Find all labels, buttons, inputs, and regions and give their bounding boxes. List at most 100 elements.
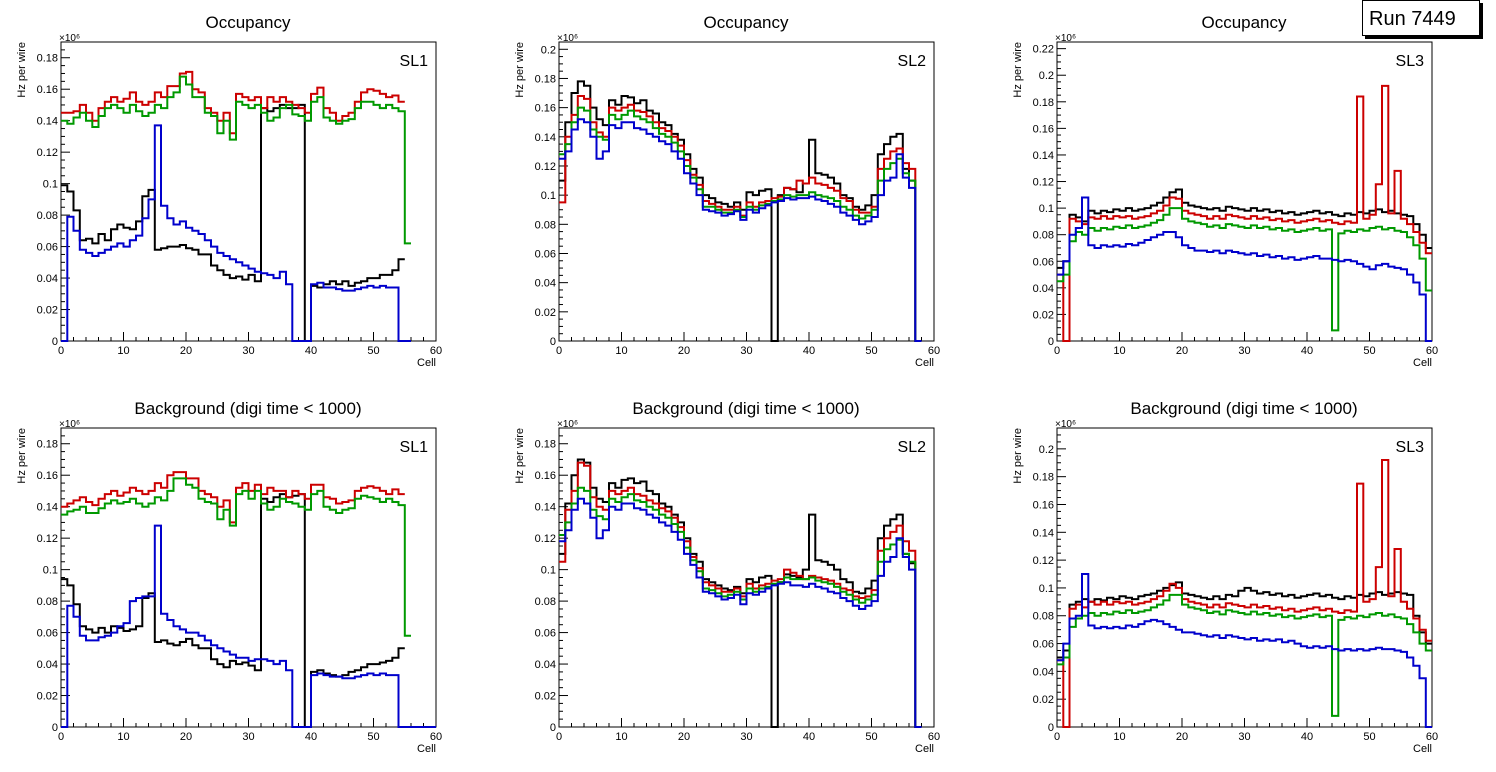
chart-panel-5: Background (digi time < 1000) 0 10 20 30 40 50… (514, 399, 940, 755)
x-tick-label: 0 (58, 345, 64, 357)
superlayer-label: SL1 (400, 439, 429, 456)
x-tick-label: 60 (1426, 345, 1438, 357)
superlayer-label: SL1 (400, 53, 429, 70)
plot-frame (60, 41, 437, 342)
chart-title: Background (digi time < 1000) (1130, 399, 1357, 418)
y-tick-label: 0 (52, 336, 58, 348)
chart-title: Background (digi time < 1000) (134, 399, 361, 418)
y-tick-label: 0.06 (535, 248, 556, 260)
y-axis-label: Hz per wire (1012, 42, 1024, 98)
y-tick-label: 0.06 (535, 628, 556, 640)
y-tick-label: 0.14 (37, 116, 58, 128)
y-tick-label: 0.08 (535, 219, 556, 231)
x-tick-label: 10 (1113, 731, 1125, 743)
x-axis-label: Cell (417, 743, 436, 755)
y-tick-label: 0.02 (1033, 694, 1054, 706)
y-tick-label: 0 (1048, 722, 1054, 734)
x-tick-label: 60 (1426, 731, 1438, 743)
x-tick-label: 10 (615, 345, 627, 357)
x-tick-label: 30 (242, 731, 254, 743)
series-black (1057, 188, 1432, 269)
x-tick-label: 20 (180, 345, 192, 357)
x-tick-label: 30 (740, 345, 752, 357)
x-tick-label: 30 (740, 731, 752, 743)
series-red (1057, 84, 1432, 342)
series-green (559, 106, 922, 342)
y-tick-label: 0.2 (541, 44, 556, 56)
x-tick-label: 0 (556, 345, 562, 357)
superlayer-label: SL3 (1396, 53, 1425, 70)
y-tick-label: 0.2 (1039, 444, 1054, 456)
x-tick-label: 10 (615, 731, 627, 743)
x-tick-label: 60 (430, 731, 442, 743)
x-tick-label: 20 (678, 731, 690, 743)
y-tick-label: 0.02 (37, 691, 58, 703)
y-tick-label: 0.1 (541, 565, 556, 577)
series-blue (559, 497, 922, 728)
y-axis-label: Hz per wire (1012, 428, 1024, 484)
chart-panel-6: Background (digi time < 1000) 0 10 20 30 40 50… (1012, 399, 1438, 755)
y-tick-label: 0.04 (1033, 666, 1054, 678)
x-tick-label: 50 (865, 731, 877, 743)
y-tick-label: 0.04 (37, 659, 58, 671)
chart-title: Background (digi time < 1000) (632, 399, 859, 418)
y-tick-label: 0.14 (535, 132, 556, 144)
x-tick-label: 50 (1363, 345, 1375, 357)
y-tick-label: 0.18 (1033, 97, 1054, 109)
series-red (61, 471, 405, 524)
x-tick-label: 40 (305, 345, 317, 357)
x-tick-label: 20 (180, 731, 192, 743)
x-tick-label: 40 (1301, 731, 1313, 743)
series-blue (61, 124, 411, 342)
series-black (61, 493, 405, 728)
series-green (61, 477, 411, 637)
y-tick-label: 0.06 (37, 242, 58, 254)
y-tick-label: 0.04 (535, 659, 556, 671)
series-green (61, 75, 411, 245)
y-tick-label: 0.2 (1039, 70, 1054, 82)
x-axis-label: Cell (915, 743, 934, 755)
run-label: Run 7449 (1362, 0, 1480, 36)
superlayer-label: SL2 (898, 439, 927, 456)
y-tick-label: 0 (52, 722, 58, 734)
series-blue (1057, 196, 1432, 342)
y-tick-label: 0.14 (1033, 150, 1054, 162)
y-tick-label: 0.08 (1033, 611, 1054, 623)
y-tick-label: 0.16 (535, 470, 556, 482)
x-tick-label: 40 (803, 345, 815, 357)
chart-panel-4: Background (digi time < 1000) 0 10 20 30 40 50… (16, 399, 442, 755)
x-axis-label: Cell (1413, 357, 1432, 369)
superlayer-label: SL3 (1396, 439, 1425, 456)
y-tick-label: 0.14 (37, 502, 58, 514)
series-black (1057, 581, 1432, 659)
y-tick-label: 0.12 (1033, 177, 1054, 189)
y-tick-label: 0.12 (37, 533, 58, 545)
y-tick-label: 0.04 (1033, 283, 1054, 295)
x-tick-label: 0 (58, 731, 64, 743)
y-tick-label: 0.12 (37, 147, 58, 159)
x-tick-label: 30 (1238, 345, 1250, 357)
y-tick-label: 0.02 (1033, 309, 1054, 321)
series-red (1057, 459, 1432, 728)
x-axis-label: Cell (417, 357, 436, 369)
superlayer-label: SL2 (898, 53, 927, 70)
series-black (61, 103, 405, 342)
chart-title: Occupancy (205, 13, 291, 32)
y-exponent: ×10⁶ (59, 419, 80, 430)
series-green (1057, 207, 1432, 332)
y-exponent: ×10⁶ (59, 33, 80, 44)
y-tick-label: 0 (550, 722, 556, 734)
x-tick-label: 30 (242, 345, 254, 357)
y-axis-label: Hz per wire (16, 428, 28, 484)
series-green (559, 486, 922, 728)
y-tick-label: 0.06 (1033, 256, 1054, 268)
series-blue (1057, 573, 1432, 728)
y-tick-label: 0.12 (535, 533, 556, 545)
y-tick-label: 0.04 (37, 273, 58, 285)
x-tick-label: 10 (1113, 345, 1125, 357)
y-tick-label: 0 (1048, 336, 1054, 348)
y-exponent: ×10⁶ (1055, 419, 1076, 430)
y-tick-label: 0.1 (1039, 583, 1054, 595)
